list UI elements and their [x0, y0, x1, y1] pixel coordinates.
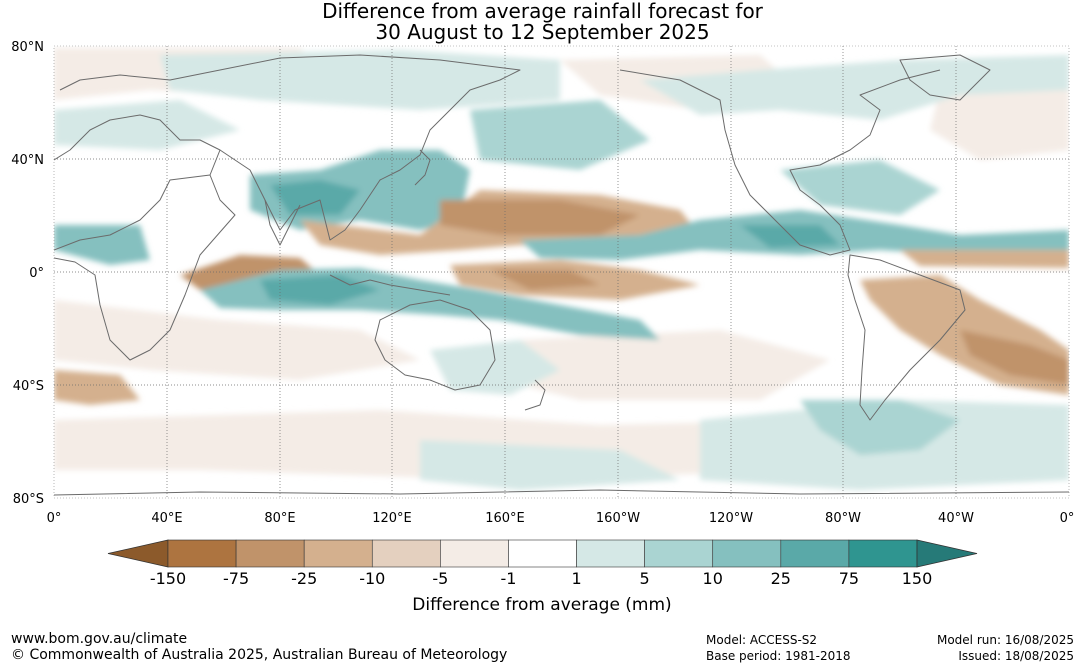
antarctica-coastline	[54, 489, 1069, 496]
anomaly-area	[54, 225, 150, 265]
rainfall-anomaly-field	[54, 48, 1069, 490]
japan-coastline	[414, 149, 431, 186]
legend-color-box	[576, 539, 645, 568]
legend-color-box	[508, 539, 577, 568]
anomaly-area	[160, 50, 560, 110]
lat-label: 40°S	[13, 379, 44, 394]
legend-colorbar: -150 -75 -25 -10 -5 -1 1 5 10 25 75 150	[107, 539, 978, 588]
legend-tick-label: -1	[500, 569, 516, 588]
lat-label: 40°N	[11, 153, 44, 168]
europe-coastline	[54, 114, 221, 176]
anomaly-area	[900, 250, 1069, 268]
lon-label: 120°E	[372, 511, 412, 526]
legend-color-box	[235, 539, 305, 568]
lon-label: 80°W	[825, 511, 861, 526]
footer-model: Model: ACCESS-S2	[706, 633, 818, 647]
anomaly-area	[640, 55, 1069, 120]
lon-label: 120°W	[709, 511, 753, 526]
footer-copyright: © Commonwealth of Australia 2025, Austra…	[11, 647, 508, 663]
legend-tick-label: 75	[839, 569, 859, 588]
map-panel	[54, 46, 1069, 498]
anomaly-area	[420, 440, 680, 490]
legend-tick-label: 10	[703, 569, 723, 588]
anomaly-area	[470, 100, 650, 170]
asia-coastline	[59, 54, 521, 241]
lon-label: 0°	[47, 511, 62, 526]
legend-color-box	[440, 539, 509, 568]
lon-label: 0°	[1060, 511, 1075, 526]
footer-issued: Issued: 18/08/2025	[958, 649, 1074, 663]
legend-arrow-high	[916, 539, 978, 568]
anomaly-area	[54, 370, 140, 405]
india-coastline	[264, 199, 301, 246]
new-zealand-coastline	[524, 379, 546, 411]
legend-color-box	[167, 539, 237, 568]
north-america-coastline	[619, 69, 941, 256]
greenland-coastline	[899, 54, 991, 101]
lon-label: 40°E	[151, 511, 182, 526]
anomaly-area	[780, 160, 940, 215]
australia-coastline	[374, 299, 496, 391]
anomaly-area	[490, 270, 600, 290]
coastlines	[54, 54, 1069, 496]
africa-coastline	[54, 174, 236, 361]
legend-color-box	[303, 539, 373, 568]
lon-label: 80°E	[264, 511, 295, 526]
anomaly-area	[430, 340, 560, 395]
lon-label: 160°E	[485, 511, 525, 526]
legend-tick-label: 25	[771, 569, 791, 588]
footer-url[interactable]: www.bom.gov.au/climate	[11, 631, 188, 647]
lon-label: 40°W	[938, 511, 974, 526]
legend-tick-label: -10	[359, 569, 385, 588]
anomaly-area	[440, 200, 640, 235]
footer-base-period: Base period: 1981-2018	[706, 649, 851, 663]
legend-tick-label: 1	[571, 569, 581, 588]
map-frame	[53, 45, 1070, 499]
latitude-axis: 80°N 40°N 0° 40°S 80°S	[11, 40, 44, 507]
anomaly-area	[54, 100, 240, 150]
longitude-axis: 0° 40°E 80°E 120°E 160°E 160°W 120°W 80°…	[47, 511, 1075, 526]
lat-label: 80°S	[13, 492, 44, 507]
legend-title: Difference from average (mm)	[412, 595, 671, 615]
indonesia-coastline	[329, 274, 451, 296]
south-america-coastline	[847, 254, 966, 421]
legend-tick-label: -75	[223, 569, 249, 588]
lon-label: 160°W	[596, 511, 640, 526]
map-title-line-2: 30 August to 12 September 2025	[375, 20, 710, 44]
legend-color-box	[848, 539, 918, 568]
legend-color-box	[371, 539, 441, 568]
anomaly-area	[800, 400, 960, 455]
lat-label: 80°N	[11, 40, 44, 55]
legend-tick-label: 150	[902, 569, 933, 588]
legend-tick-label: -5	[432, 569, 448, 588]
legend-tick-label: 5	[640, 569, 650, 588]
anomaly-area	[260, 275, 380, 305]
legend-color-box	[780, 539, 850, 568]
anomaly-area	[500, 330, 830, 400]
legend-tick-label: -25	[291, 569, 317, 588]
legend-tick-label: -150	[150, 569, 186, 588]
anomaly-area	[270, 180, 360, 215]
map-title-line-1: Difference from average rainfall forecas…	[322, 0, 763, 23]
legend-color-box	[712, 539, 782, 568]
graticule	[54, 46, 1069, 498]
lat-label: 0°	[29, 266, 44, 281]
anomaly-area	[740, 225, 840, 248]
anomaly-area	[930, 85, 1069, 160]
anomaly-area	[960, 330, 1069, 385]
legend-arrow-low	[107, 539, 169, 568]
legend-color-box	[644, 539, 714, 568]
anomaly-area	[54, 300, 420, 380]
footer-model-run: Model run: 16/08/2025	[936, 633, 1074, 647]
